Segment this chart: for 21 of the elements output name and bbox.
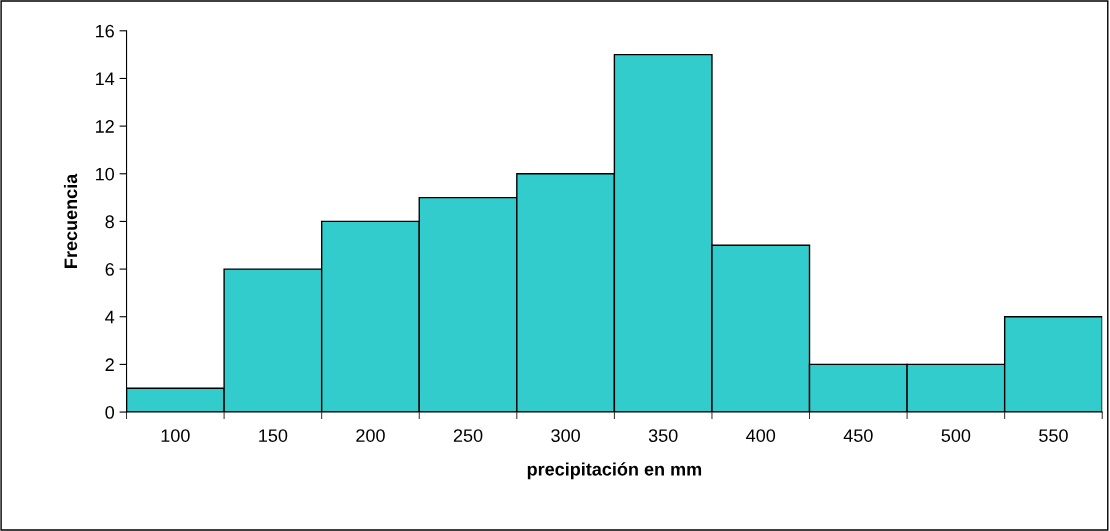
y-tick-label: 10	[96, 167, 115, 181]
x-tick-label: 450	[843, 429, 873, 442]
x-tick-label: 350	[648, 429, 678, 442]
x-tick-label: 250	[453, 429, 483, 442]
x-tick-label: 200	[356, 429, 385, 442]
x-axis-title: precipitación en mm	[527, 462, 702, 480]
y-tick-label: 6	[105, 263, 114, 276]
y-axis-title: Frecuencia	[63, 173, 78, 268]
x-tick-label: 150	[259, 429, 288, 442]
y-tick-label: 14	[96, 72, 115, 85]
x-tick-label: 500	[941, 429, 971, 442]
y-tick-label: 4	[105, 310, 115, 324]
x-tick-label: 300	[551, 429, 580, 442]
y-tick-label: 16	[96, 24, 114, 38]
x-tick-label: 550	[1039, 429, 1068, 442]
y-tick-label: 8	[105, 215, 114, 229]
y-tick-label: 12	[96, 120, 114, 133]
x-tick-label: 100	[161, 429, 190, 442]
y-tick-label: 2	[105, 358, 114, 371]
x-tick-label: 400	[746, 429, 776, 442]
y-tick-label: 0	[105, 405, 115, 419]
